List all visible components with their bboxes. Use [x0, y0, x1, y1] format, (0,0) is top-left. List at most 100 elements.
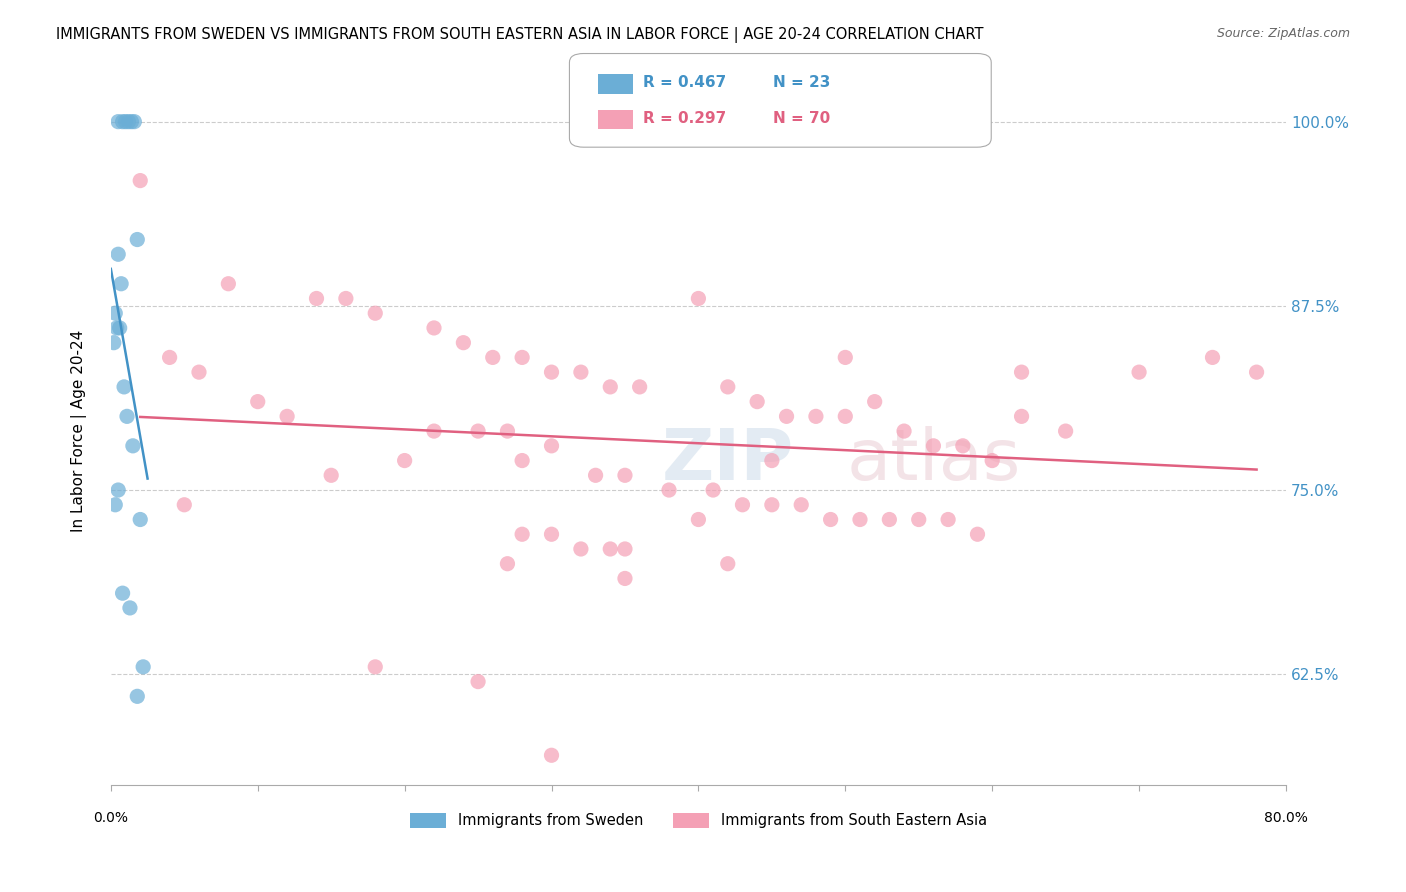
Point [423, 321, 446, 335]
Point [423, 424, 446, 438]
Text: IMMIGRANTS FROM SWEDEN VS IMMIGRANTS FROM SOUTH EASTERN ASIA IN LABOR FORCE | AG: IMMIGRANTS FROM SWEDEN VS IMMIGRANTS FRO… [56, 27, 984, 43]
Point [132, 660, 155, 674]
Point [717, 557, 740, 571]
Point [112, 380, 135, 394]
Point [702, 483, 724, 497]
Point [540, 365, 562, 379]
Point [658, 483, 681, 497]
Point [834, 351, 856, 365]
Text: N = 23: N = 23 [773, 76, 831, 90]
Point [893, 424, 915, 438]
Point [107, 483, 129, 497]
Point [117, 114, 139, 128]
Point [364, 306, 387, 320]
Point [105, 321, 128, 335]
Point [110, 277, 132, 291]
Point [305, 292, 328, 306]
Point [879, 512, 901, 526]
Point [120, 114, 142, 128]
Point [115, 409, 138, 424]
Point [276, 409, 298, 424]
Text: Source: ZipAtlas.com: Source: ZipAtlas.com [1216, 27, 1350, 40]
Point [540, 748, 562, 763]
Point [111, 114, 134, 128]
Point [159, 351, 181, 365]
Point [496, 424, 519, 438]
Point [540, 439, 562, 453]
Point [761, 453, 783, 467]
Point [108, 321, 131, 335]
Point [834, 409, 856, 424]
Text: 0.0%: 0.0% [93, 811, 128, 825]
Point [613, 541, 636, 556]
Point [364, 660, 387, 674]
Point [510, 527, 533, 541]
Point [628, 380, 651, 394]
Point [540, 527, 562, 541]
Point [127, 233, 149, 247]
Point [863, 394, 886, 409]
Point [775, 409, 797, 424]
Point [658, 114, 681, 128]
Y-axis label: In Labor Force | Age 20-24: In Labor Force | Age 20-24 [72, 330, 87, 533]
Text: atlas: atlas [846, 426, 1021, 495]
Text: 80.0%: 80.0% [1264, 811, 1308, 825]
Point [936, 512, 959, 526]
Point [124, 114, 146, 128]
Point [731, 498, 754, 512]
Point [952, 439, 974, 453]
Point [1054, 424, 1077, 438]
Point [717, 380, 740, 394]
Point [688, 512, 710, 526]
Point [1011, 365, 1033, 379]
Point [569, 541, 592, 556]
Point [585, 468, 607, 483]
Point [107, 247, 129, 261]
Point [922, 439, 945, 453]
Text: R = 0.297: R = 0.297 [643, 112, 725, 126]
Point [761, 498, 783, 512]
Point [790, 498, 813, 512]
Point [849, 512, 872, 526]
Point [481, 351, 503, 365]
Point [966, 527, 988, 541]
Point [467, 674, 489, 689]
Point [1246, 365, 1268, 379]
Text: ZIP: ZIP [662, 426, 794, 495]
Point [613, 468, 636, 483]
Point [173, 498, 195, 512]
Point [188, 365, 211, 379]
Point [569, 365, 592, 379]
Point [122, 439, 145, 453]
Point [804, 409, 827, 424]
Point [1201, 351, 1223, 365]
Point [129, 173, 152, 187]
Point [118, 601, 141, 615]
Point [981, 453, 1004, 467]
Point [111, 586, 134, 600]
Point [321, 468, 343, 483]
Point [107, 114, 129, 128]
Point [820, 512, 842, 526]
Legend: Immigrants from Sweden, Immigrants from South Eastern Asia: Immigrants from Sweden, Immigrants from … [404, 807, 993, 834]
Point [510, 453, 533, 467]
Point [453, 335, 475, 350]
Point [335, 292, 357, 306]
Point [907, 512, 929, 526]
Text: R = 0.467: R = 0.467 [643, 76, 725, 90]
Point [104, 498, 127, 512]
Point [613, 571, 636, 585]
Point [510, 351, 533, 365]
Point [496, 557, 519, 571]
Point [599, 541, 621, 556]
Point [1011, 409, 1033, 424]
Point [394, 453, 416, 467]
Point [688, 292, 710, 306]
Text: N = 70: N = 70 [773, 112, 831, 126]
Point [747, 394, 769, 409]
Point [127, 690, 149, 704]
Point [104, 306, 127, 320]
Point [114, 114, 136, 128]
Point [1128, 365, 1150, 379]
Point [103, 335, 125, 350]
